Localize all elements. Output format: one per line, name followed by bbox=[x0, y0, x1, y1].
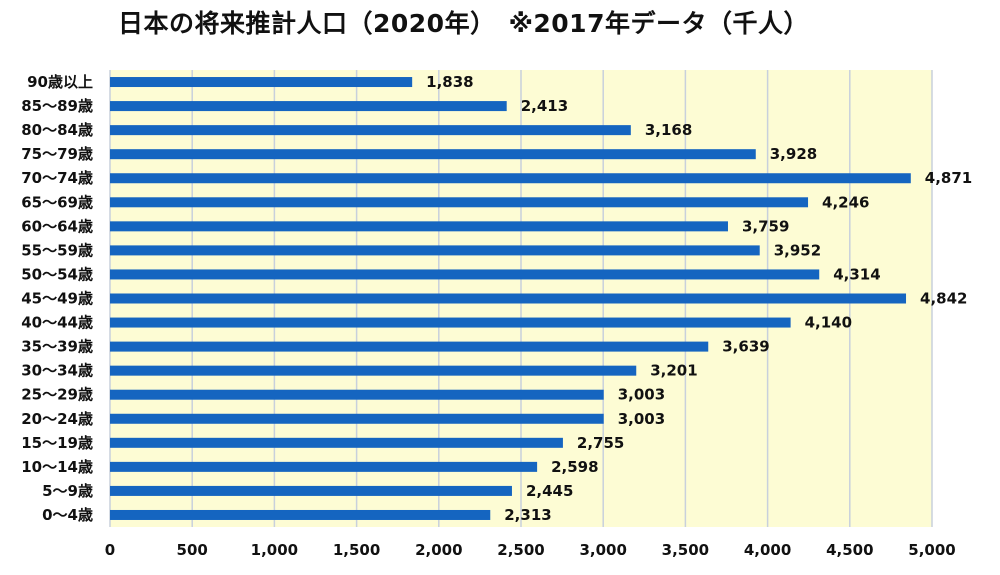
chart-title: 日本の将来推計人口（2020年） ※2017年データ（千人） bbox=[118, 9, 809, 38]
data-label: 3,003 bbox=[618, 386, 665, 404]
category-label: 15〜19歳 bbox=[21, 434, 93, 452]
data-label: 4,871 bbox=[925, 169, 972, 187]
category-label: 10〜14歳 bbox=[21, 458, 93, 476]
data-label: 4,246 bbox=[822, 193, 869, 211]
category-label: 5〜9歳 bbox=[42, 482, 93, 500]
data-label: 2,598 bbox=[551, 458, 598, 476]
bar bbox=[110, 317, 791, 328]
x-tick-label: 1,000 bbox=[251, 541, 298, 559]
bar bbox=[110, 125, 631, 136]
bar bbox=[110, 269, 820, 280]
bars bbox=[110, 77, 911, 520]
category-label: 20〜24歳 bbox=[21, 410, 93, 428]
bar bbox=[110, 293, 907, 304]
data-label: 3,952 bbox=[774, 241, 821, 259]
bar bbox=[110, 485, 512, 496]
bar bbox=[110, 413, 604, 424]
data-label: 3,003 bbox=[618, 410, 665, 428]
bar bbox=[110, 461, 538, 472]
category-label: 65〜69歳 bbox=[21, 193, 93, 211]
x-tick-label: 2,000 bbox=[415, 541, 462, 559]
bar bbox=[110, 509, 491, 520]
category-label: 0〜4歳 bbox=[42, 506, 93, 524]
value-labels: 1,838 2,413 3,168 3,928 4,871 4,246 3,759 3,952… bbox=[426, 73, 972, 524]
data-label: 2,755 bbox=[577, 434, 624, 452]
category-label: 50〜54歳 bbox=[21, 265, 93, 283]
bar bbox=[110, 437, 563, 448]
category-label: 80〜84歳 bbox=[21, 121, 93, 139]
data-label: 2,313 bbox=[504, 506, 551, 524]
x-tick-labels: 0 500 1,000 1,500 2,000 2,500 3,000 3,500 4,000 4… bbox=[105, 541, 956, 559]
category-label: 25〜29歳 bbox=[21, 386, 93, 404]
category-label: 45〜49歳 bbox=[21, 290, 93, 308]
bar bbox=[110, 197, 809, 208]
data-label: 2,413 bbox=[521, 97, 568, 115]
category-label: 55〜59歳 bbox=[21, 241, 93, 259]
x-tick-label: 1,500 bbox=[333, 541, 380, 559]
data-label: 2,445 bbox=[526, 482, 573, 500]
category-label: 90歳以上 bbox=[27, 73, 93, 91]
category-label: 75〜79歳 bbox=[21, 145, 93, 163]
category-labels: 90歳以上 85〜89歳 80〜84歳 75〜79歳 70〜74歳 65〜69歳 60〜64… bbox=[21, 73, 93, 524]
data-label: 3,168 bbox=[645, 121, 692, 139]
data-label: 1,838 bbox=[426, 73, 473, 91]
category-label: 85〜89歳 bbox=[21, 97, 93, 115]
x-tick-label: 4,000 bbox=[744, 541, 791, 559]
bar bbox=[110, 221, 728, 232]
data-label: 3,639 bbox=[722, 338, 769, 356]
x-tick-label: 0 bbox=[105, 541, 115, 559]
data-label: 3,928 bbox=[770, 145, 817, 163]
category-label: 35〜39歳 bbox=[21, 338, 93, 356]
data-label: 3,201 bbox=[650, 362, 697, 380]
x-tick-label: 500 bbox=[177, 541, 208, 559]
data-label: 3,759 bbox=[742, 217, 789, 235]
bar bbox=[110, 77, 413, 88]
category-label: 70〜74歳 bbox=[21, 169, 93, 187]
x-tick-label: 4,500 bbox=[826, 541, 873, 559]
bar bbox=[110, 101, 507, 112]
bar bbox=[110, 245, 760, 256]
data-label: 4,314 bbox=[833, 265, 880, 283]
bar bbox=[110, 365, 637, 376]
x-tick-label: 5,000 bbox=[908, 541, 955, 559]
x-tick-label: 2,500 bbox=[497, 541, 544, 559]
category-label: 30〜34歳 bbox=[21, 362, 93, 380]
category-label: 40〜44歳 bbox=[21, 314, 93, 332]
bar bbox=[110, 341, 709, 352]
bar bbox=[110, 173, 911, 184]
category-label: 60〜64歳 bbox=[21, 217, 93, 235]
x-tick-label: 3,500 bbox=[662, 541, 709, 559]
bar bbox=[110, 389, 604, 400]
bar bbox=[110, 149, 756, 160]
data-label: 4,140 bbox=[805, 314, 852, 332]
x-tick-label: 3,000 bbox=[579, 541, 626, 559]
data-label: 4,842 bbox=[920, 290, 967, 308]
